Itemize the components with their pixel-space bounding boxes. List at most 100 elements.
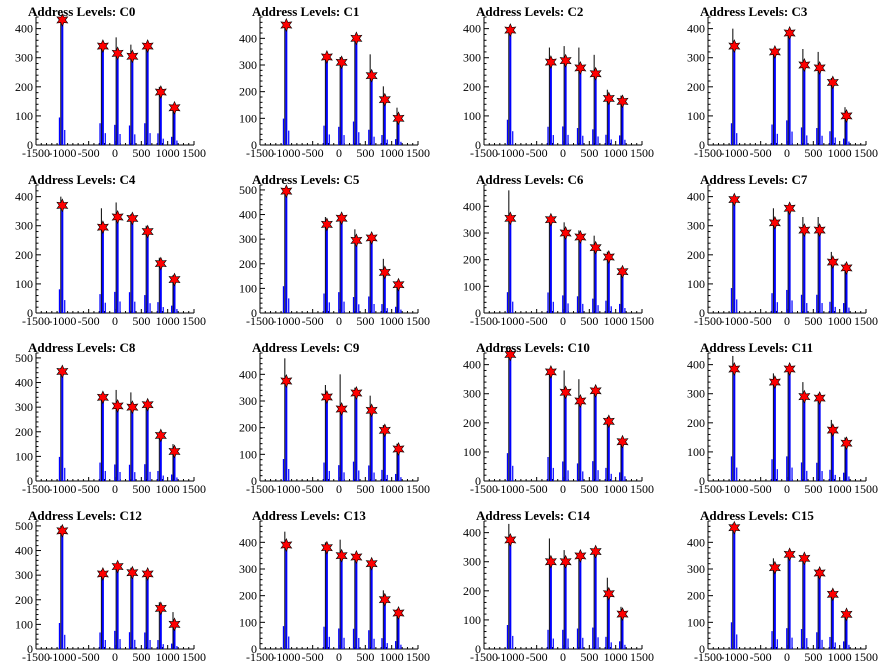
level-side-bin	[368, 296, 370, 313]
level-side-bin	[343, 301, 345, 313]
level-bar	[564, 392, 567, 481]
x-tick-label: 1500	[406, 146, 430, 160]
level-side-bin	[597, 305, 599, 313]
level-side-bin	[806, 638, 808, 649]
x-tick-label: -1000	[48, 482, 76, 496]
level-side-bin	[776, 133, 778, 145]
level-star-marker	[168, 444, 181, 459]
x-tick-label: 1500	[630, 650, 654, 664]
level-star-marker	[728, 520, 741, 535]
x-tick-label: -1500	[22, 482, 50, 496]
level-star-marker	[768, 215, 781, 230]
x-tick-label: -1000	[272, 314, 300, 328]
level-bar	[773, 51, 776, 146]
level-side-bin	[176, 308, 178, 313]
level-star-marker	[111, 398, 124, 413]
level-side-bin	[610, 139, 612, 145]
level-side-bin	[338, 126, 340, 145]
y-tick-label: 400	[15, 376, 33, 390]
level-bar	[146, 573, 149, 649]
level-star-marker	[335, 211, 348, 226]
level-side-bin	[791, 300, 793, 313]
level-star-marker	[56, 523, 69, 538]
x-tick-label: 500	[804, 146, 822, 160]
level-side-bin	[149, 303, 151, 313]
level-side-bin	[605, 134, 607, 145]
x-tick-label: 500	[356, 314, 374, 328]
chart-svg: 0 100 200 300 400 -1500-1000 -500 0 500 1000 1500	[239, 520, 430, 664]
level-star-marker	[826, 423, 839, 438]
level-bar	[325, 224, 328, 313]
level-star-marker	[574, 60, 587, 75]
x-tick-label: 500	[580, 482, 598, 496]
level-side-bin	[736, 299, 738, 313]
level-side-bin	[343, 135, 345, 145]
level-bar	[340, 218, 343, 313]
x-tick-label: -1500	[246, 314, 274, 328]
level-side-bin	[816, 128, 818, 145]
x-tick-label: 0	[112, 146, 118, 160]
level-star-marker	[365, 68, 378, 83]
level-bar	[845, 614, 848, 649]
level-side-bin	[547, 629, 549, 649]
level-bar	[621, 101, 624, 145]
level-bar	[733, 527, 736, 649]
y-tick-label: 100	[15, 449, 33, 463]
level-side-bin	[128, 632, 131, 649]
level-side-bin	[512, 465, 514, 481]
level-star-marker	[56, 198, 69, 213]
x-tick-label: 1500	[854, 314, 878, 328]
chart-panel: 0 100 200 300 400 -1500 -1000 -500 0 500 1000 1500 A…	[672, 168, 896, 336]
chart-svg: 0 100 200 300 400 -1500-1000 -500 0 500 1000 1500	[687, 520, 878, 664]
level-bar	[61, 205, 64, 313]
y-tick-label: 400	[15, 544, 33, 558]
level-bar	[564, 233, 567, 313]
level-star-marker	[544, 364, 557, 379]
level-side-bin	[119, 134, 121, 145]
x-tick-label: -1500	[22, 314, 50, 328]
level-star-marker	[783, 201, 796, 216]
level-bar	[594, 247, 597, 313]
level-star-marker	[154, 601, 167, 616]
x-tick-label: 1500	[630, 314, 654, 328]
chart-panel: 0 100 200 300 400 -1500 -1000 -500 0 500 1000 1500 A…	[672, 504, 896, 672]
y-tick-label: 400	[239, 208, 257, 222]
level-side-bin	[592, 461, 594, 481]
level-side-bin	[776, 302, 778, 313]
level-side-bin	[328, 470, 330, 481]
level-bar	[383, 272, 386, 313]
x-tick-label: -1500	[694, 146, 722, 160]
level-bar	[788, 208, 791, 313]
y-tick-label: 300	[15, 51, 33, 65]
level-star-marker	[350, 386, 363, 400]
level-star-marker	[154, 428, 167, 443]
level-side-bin	[736, 133, 738, 145]
y-tick-label: 300	[687, 562, 705, 576]
level-side-bin	[605, 467, 607, 481]
chart-svg: 0 100 200 300 400 -1500-1000 -500 0 500 1000 1500	[15, 12, 206, 160]
level-bar	[818, 230, 821, 313]
level-bar	[579, 555, 582, 649]
chart-panel: 0 100 200 300 400 500 -1500 -1000 -500 0 500 1000 15…	[0, 336, 224, 504]
level-bar	[116, 217, 119, 313]
x-tick-label: 1000	[828, 482, 852, 496]
level-side-bin	[821, 471, 823, 481]
chart-title: Address Levels: C5	[252, 172, 360, 187]
level-star-marker	[840, 260, 853, 275]
level-side-bin	[771, 459, 773, 481]
x-tick-label: -500	[302, 314, 324, 328]
level-bar	[549, 62, 552, 145]
level-bar	[173, 451, 176, 481]
level-side-bin	[162, 644, 164, 649]
y-tick-label: 0	[475, 642, 481, 656]
level-side-bin	[552, 638, 554, 649]
x-tick-label: 0	[336, 482, 342, 496]
level-side-bin	[605, 300, 607, 313]
level-star-marker	[141, 566, 154, 581]
x-tick-label: -1000	[48, 146, 76, 160]
level-star-marker	[392, 442, 405, 456]
level-star-marker	[559, 385, 572, 400]
level-side-bin	[99, 632, 101, 649]
x-tick-label: -1000	[720, 146, 748, 160]
level-bar	[173, 624, 176, 649]
